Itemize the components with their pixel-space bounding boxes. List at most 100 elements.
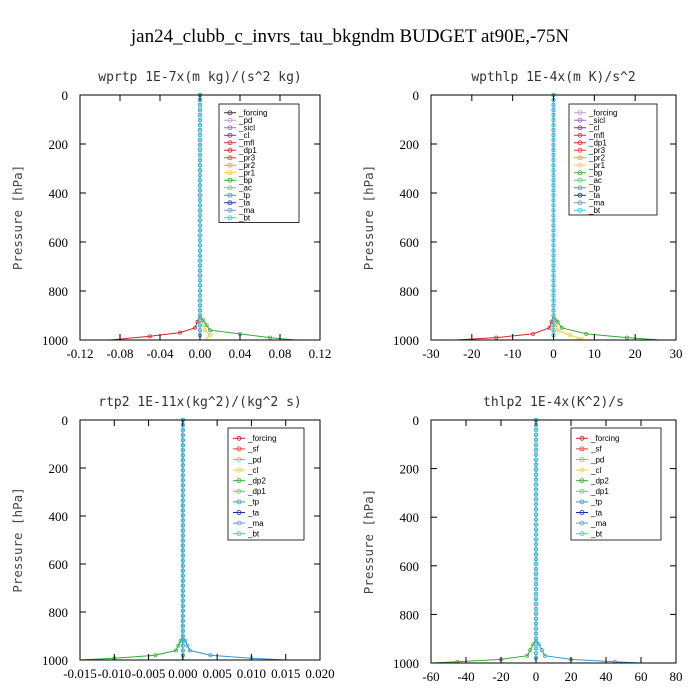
series-marker: [187, 648, 192, 653]
series-marker: [551, 173, 556, 178]
series-marker: [180, 563, 185, 568]
series-marker: [534, 606, 538, 611]
series-marker: [551, 288, 556, 293]
x-tick-label: 30: [670, 346, 683, 361]
series-marker: [198, 228, 202, 233]
series-marker: [198, 153, 202, 158]
series-marker: [534, 611, 538, 616]
legend-label: _dp1: [590, 487, 609, 496]
legend-entry: _pr2: [574, 154, 606, 163]
legend-label: _pd: [238, 116, 252, 125]
legend-entry: _ac: [574, 176, 602, 185]
series-marker: [198, 248, 202, 253]
series-marker: [198, 193, 202, 198]
series-marker: [525, 653, 530, 658]
legend-label: _ta: [238, 199, 251, 208]
legend-marker: [579, 520, 585, 526]
legend-label: _ma: [588, 199, 605, 208]
series-marker: [625, 335, 629, 340]
x-tick-label: 0.015: [271, 666, 300, 681]
x-tick-label: 0.08: [269, 346, 292, 361]
series-marker: [534, 592, 538, 596]
series-marker: [551, 253, 556, 258]
legend-entry: _ta: [224, 199, 251, 208]
legend-marker: [577, 192, 583, 198]
legend-entry: _ma: [224, 206, 255, 215]
y-axis-label: Pressure [hPa]: [10, 165, 25, 270]
series-marker: [555, 319, 560, 324]
y-tick-label: 800: [49, 284, 69, 299]
series-marker: [534, 427, 538, 432]
series-marker: [534, 457, 538, 462]
legend-marker: [579, 488, 585, 494]
series-marker: [198, 208, 202, 213]
panel-title: wpthlp 1E-4x(m K)/s^2: [471, 70, 635, 85]
legend-entry: _forcing: [574, 109, 617, 118]
legend-entry: _forcing: [224, 109, 267, 118]
series-marker: [551, 248, 556, 253]
legend-entry: _ma: [233, 519, 264, 528]
series-marker: [198, 138, 202, 143]
legend-entry: _pr1: [224, 169, 256, 178]
series-marker: [180, 538, 185, 543]
legend-marker: [577, 200, 583, 206]
legend-label: _tp: [247, 498, 260, 507]
series-marker: [534, 631, 538, 636]
x-tick-label: -0.010: [97, 666, 131, 681]
series-marker: [584, 331, 589, 336]
series-marker: [555, 328, 560, 333]
legend-marker: [577, 177, 583, 183]
series-marker: [534, 567, 538, 572]
y-tick-label: 1000: [42, 653, 68, 668]
legend-entry: _cl: [224, 131, 249, 140]
legend-entry: _bt: [574, 206, 601, 215]
series-marker: [198, 128, 202, 133]
series-marker: [551, 218, 556, 223]
series-marker: [183, 638, 188, 643]
series-marker: [180, 634, 185, 638]
series-marker: [198, 298, 202, 303]
y-tick-label: 0: [62, 88, 69, 103]
legend-entry: _tp: [576, 498, 603, 507]
legend-marker: [227, 207, 233, 213]
series-marker: [180, 558, 185, 563]
legend-label: _tp: [588, 184, 601, 193]
x-tick-label: 0.04: [229, 346, 252, 361]
legend-entry: _dp2: [576, 477, 609, 486]
legend-marker: [577, 110, 583, 116]
series-marker: [208, 328, 212, 333]
series-marker: [180, 463, 185, 468]
series-marker: [534, 462, 538, 467]
series-marker: [180, 443, 185, 448]
legend-label: _mfl: [238, 139, 254, 148]
series-marker: [148, 334, 152, 339]
series-marker: [180, 638, 185, 643]
legend-marker: [579, 467, 585, 473]
series-marker: [198, 173, 202, 178]
series-marker: [198, 238, 202, 243]
series-marker: [534, 547, 538, 552]
legend-marker: [579, 510, 585, 515]
series-marker: [180, 493, 185, 498]
legend-label: _bp: [238, 176, 253, 185]
series-marker: [551, 233, 556, 238]
series-marker: [551, 108, 556, 112]
x-tick-label: 20: [629, 346, 642, 361]
series-marker: [198, 258, 202, 263]
plot-frame: [79, 419, 321, 661]
legend-entry: _ta: [574, 191, 601, 200]
y-tick-label: 600: [49, 557, 69, 572]
series-marker: [534, 582, 538, 586]
series-marker: [198, 288, 202, 293]
y-tick-label: 0: [62, 413, 69, 428]
series-marker: [534, 527, 538, 532]
series-marker: [268, 335, 272, 340]
series-marker: [551, 143, 556, 148]
series-marker: [551, 113, 556, 117]
y-tick-label: 400: [49, 509, 69, 524]
legend-label: _bt: [238, 214, 251, 223]
legend-entry: _bt: [233, 530, 260, 539]
series-marker: [198, 158, 202, 163]
y-tick-label: 400: [49, 186, 69, 201]
series-dp2: [430, 418, 538, 664]
